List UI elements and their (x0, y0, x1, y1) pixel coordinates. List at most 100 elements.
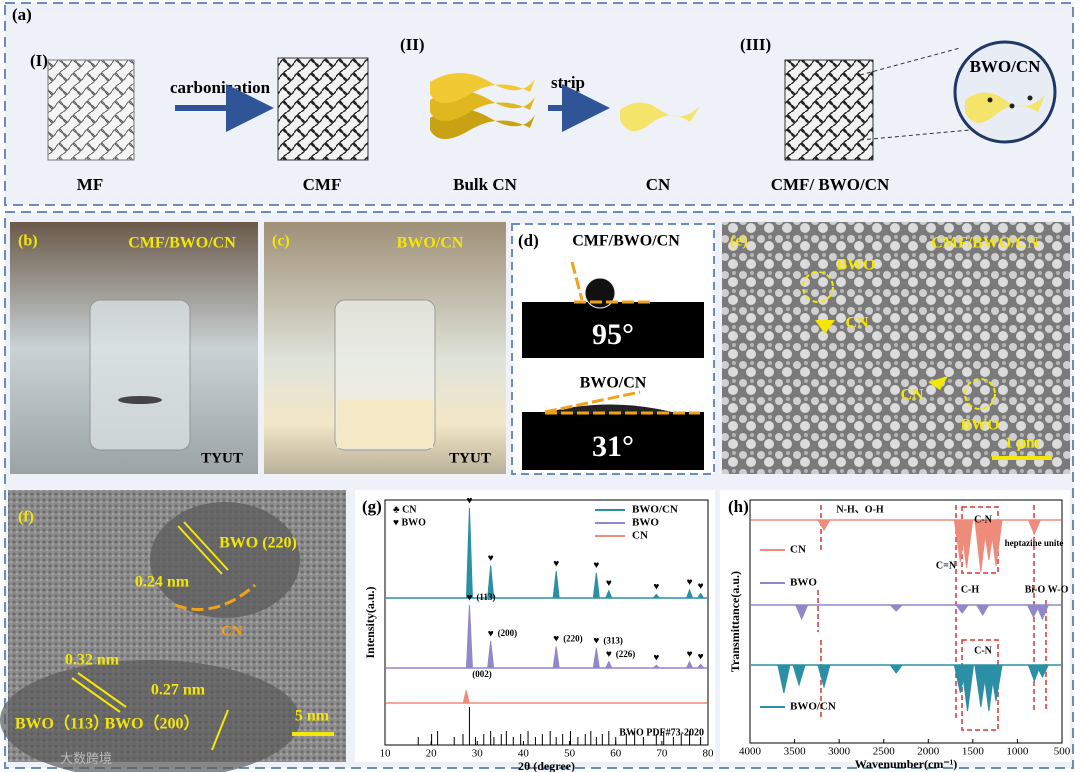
annotation: heptazine unite (1005, 538, 1064, 548)
peak (605, 660, 613, 669)
x-tick-label: 30 (472, 748, 484, 760)
x-tick-label: 500 (1054, 746, 1071, 758)
peak-symbol: ♥ (687, 577, 693, 588)
x-tick-label: 10 (380, 748, 392, 760)
peak (685, 660, 694, 669)
highlight-circle (964, 378, 996, 410)
sample-name: BWO/CN (580, 375, 647, 392)
annotation: CN (845, 315, 869, 332)
plot-frame (384, 499, 709, 746)
peak (592, 572, 600, 599)
reactor (89, 299, 191, 451)
chart-h-bg (720, 490, 1070, 762)
x-axis-label: 2θ (degree) (518, 759, 575, 772)
peak (552, 646, 560, 669)
dip (974, 519, 988, 573)
particle (1009, 103, 1015, 109)
inset-sheet (965, 92, 1045, 123)
peak (696, 592, 705, 599)
peak (592, 648, 600, 669)
item-name: Bulk CN (453, 175, 517, 194)
annotation: CN (221, 623, 243, 639)
symbol-legend: ♥ BWO (393, 517, 426, 528)
peak-symbol: ♥ (553, 634, 559, 645)
cn-sheet (620, 102, 700, 132)
peak (696, 663, 705, 669)
x-tick-label: 40 (518, 748, 530, 760)
peak-label: (113) (476, 592, 495, 602)
sem-image (722, 222, 1070, 474)
dip (817, 519, 831, 531)
dip (792, 664, 806, 687)
lattice-mark (77, 672, 127, 708)
dip (1027, 664, 1042, 683)
panel-label: (g) (362, 497, 382, 516)
x-tick-label: 60 (610, 748, 622, 760)
annotation: 0.32 nm (65, 652, 120, 669)
plot-frame (749, 499, 1063, 744)
x-tick-label: 2500 (873, 746, 896, 758)
dip (1035, 664, 1050, 679)
panel-label: (a) (12, 5, 32, 24)
particle (0, 660, 300, 772)
legend-label: CN (632, 530, 648, 542)
peak-symbol: ♥ (553, 558, 559, 569)
highlight-circle (802, 271, 834, 303)
step-tag: (II) (400, 35, 425, 54)
annotation: N-H、O-H (836, 504, 883, 515)
pointer (928, 376, 948, 390)
x-tick-label: 4000 (739, 746, 762, 758)
annotation: BWO (960, 417, 999, 434)
peak (652, 593, 661, 599)
pointer (815, 320, 835, 334)
zoom-line (859, 47, 961, 76)
peak-label: (220) (563, 633, 583, 643)
peak (465, 507, 473, 599)
annotation: 0.27 nm (151, 682, 206, 699)
annotation: 0.24 nm (135, 574, 190, 591)
peak-label: (200) (498, 628, 517, 638)
peak (487, 565, 495, 599)
annotation: C-N (974, 645, 993, 656)
dip (888, 604, 904, 612)
suspension (337, 400, 433, 448)
x-tick-label: 3500 (784, 746, 807, 758)
peak-symbol: ♥ (593, 560, 599, 571)
dip (1026, 604, 1041, 619)
x-tick-label: 70 (656, 748, 668, 760)
peak-label: (002) (472, 669, 492, 679)
legend-label: BWO/CN (632, 504, 678, 516)
x-tick-label: 1000 (1006, 746, 1029, 758)
legend-label: CN (790, 544, 806, 556)
arrow-label: carbonization (170, 78, 271, 97)
watermark-text: TYUT (201, 450, 243, 466)
peak-symbol: ♥ (698, 652, 704, 663)
droplet-image (522, 302, 704, 358)
arrow-label: strip (551, 73, 585, 92)
scale-label: 1 μm (1005, 435, 1040, 452)
lattice-mark (211, 709, 229, 751)
composite-cube (784, 59, 874, 161)
cmf-cube (277, 57, 369, 161)
annotation: BWO (220) (219, 535, 297, 552)
image-title: CMF/BWO/CN (931, 235, 1039, 252)
step-tag: (III) (740, 35, 771, 54)
bulk-cn-sheets (430, 73, 535, 139)
panel-a-frame (4, 2, 1074, 206)
x-tick-label: 20 (426, 748, 438, 760)
dip (794, 604, 809, 621)
panel-label: (f) (18, 509, 34, 526)
y-axis-label: Intensity(a.u.) (363, 586, 377, 658)
peak-label: (226) (616, 649, 636, 659)
item-name: MF (77, 175, 103, 194)
peak (487, 640, 495, 669)
boundary (174, 583, 256, 611)
peak-symbol: ♥ (466, 592, 472, 603)
item-name: CN (646, 175, 671, 194)
peak (462, 690, 470, 704)
particle (150, 502, 300, 618)
lattice-mark (71, 677, 121, 713)
particle (1027, 95, 1033, 101)
panel-label: (c) (272, 233, 290, 250)
legend-label: BWO (632, 517, 659, 529)
